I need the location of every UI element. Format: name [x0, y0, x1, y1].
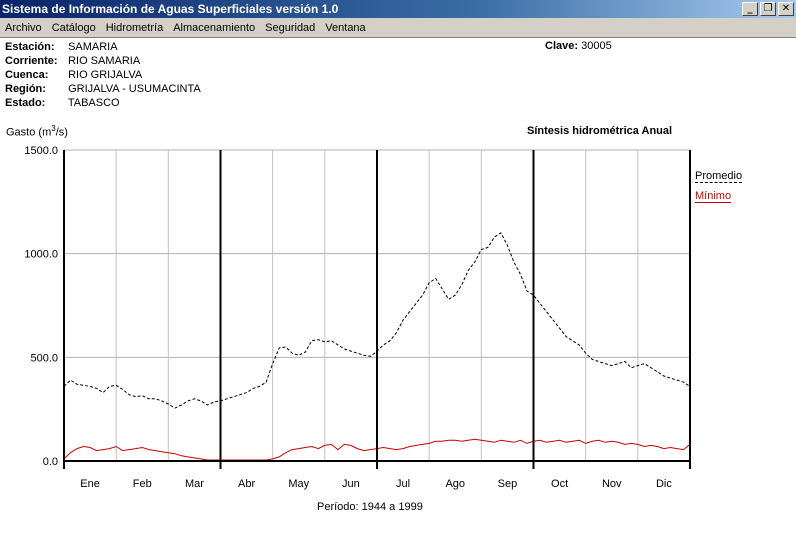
menu-almacenamiento[interactable]: Almacenamiento	[173, 21, 256, 34]
basin-label: Cuenca:	[5, 69, 49, 81]
region-label: Región:	[5, 83, 46, 95]
station-value: SAMARIA	[68, 41, 118, 53]
report-area: Estación: SAMARIA Corriente: RIO SAMARIA…	[0, 38, 796, 546]
legend-promedio: Promedio	[695, 170, 743, 183]
y-axis-title: Gasto (m3/s)	[6, 124, 68, 139]
restore-button[interactable]: ❐	[760, 2, 776, 16]
x-tick-label: Nov	[602, 478, 622, 490]
region-value: GRIJALVA - USUMACINTA	[68, 83, 201, 95]
x-tick-label: Ene	[80, 478, 100, 490]
basin-row: Cuenca: RIO GRIJALVA	[5, 68, 142, 82]
y-axis-title-suffix: /s)	[55, 126, 68, 139]
state-label: Estado:	[5, 97, 46, 109]
x-tick-label: Feb	[133, 478, 152, 490]
menu-hidrometria[interactable]: Hidrometría	[105, 21, 164, 34]
x-tick-label: Dic	[656, 478, 672, 490]
stream-row: Corriente: RIO SAMARIA	[5, 54, 140, 68]
window-controls: _ ❐ ✕	[742, 2, 794, 16]
window-title: Sistema de Información de Aguas Superfic…	[2, 2, 339, 16]
menu-catalogo[interactable]: Catálogo	[51, 21, 96, 34]
state-value: TABASCO	[67, 97, 120, 109]
station-row: Estación: SAMARIA	[5, 40, 118, 54]
station-label: Estación:	[5, 41, 55, 53]
chart-synthesis-title: Síntesis hidrométrica Anual	[527, 125, 673, 137]
minimize-button[interactable]: _	[742, 2, 758, 16]
y-tick-label: 1000.0	[24, 249, 58, 261]
close-button[interactable]: ✕	[778, 2, 794, 16]
basin-value: RIO GRIJALVA	[68, 69, 143, 81]
x-tick-label: Jul	[396, 478, 410, 490]
x-tick-label: Ago	[445, 478, 465, 490]
period-label: Período: 1944 a 1999	[317, 501, 423, 513]
x-tick-label: Jun	[342, 478, 360, 490]
hydrograph-chart: 0.0 500.0 1000.0 1500.0 Ene Feb Mar Abr May Jun Ju…	[24, 145, 691, 490]
x-tick-label: May	[288, 478, 309, 490]
y-axis-title-prefix: Gasto (m	[6, 126, 52, 139]
menu-ventana[interactable]: Ventana	[325, 21, 366, 34]
region-row: Región: GRIJALVA - USUMACINTA	[5, 82, 201, 96]
stream-value: RIO SAMARIA	[68, 55, 141, 67]
clave: Clave: 30005	[545, 40, 612, 52]
x-tick-label: Mar	[185, 478, 204, 490]
clave-label: Clave:	[545, 40, 579, 52]
y-tick-label: 1500.0	[24, 145, 58, 157]
menu-seguridad[interactable]: Seguridad	[265, 21, 316, 34]
y-tick-label: 0.0	[43, 456, 58, 468]
legend-minimo: Mínimo	[695, 190, 732, 203]
y-tick-label: 500.0	[30, 352, 58, 364]
x-tick-label: Abr	[238, 478, 255, 490]
menu-bar: Archivo Catálogo Hidrometría Almacenamie…	[0, 18, 796, 38]
x-tick-label: Oct	[551, 478, 568, 490]
clave-value: 30005	[581, 40, 612, 52]
state-row: Estado: TABASCO	[5, 96, 120, 110]
y-axis-title-sup: 3	[51, 124, 56, 133]
stream-label: Corriente:	[5, 55, 58, 67]
menu-archivo[interactable]: Archivo	[5, 21, 42, 34]
x-tick-label: Sep	[498, 478, 518, 490]
title-bar: Sistema de Información de Aguas Superfic…	[0, 0, 796, 18]
